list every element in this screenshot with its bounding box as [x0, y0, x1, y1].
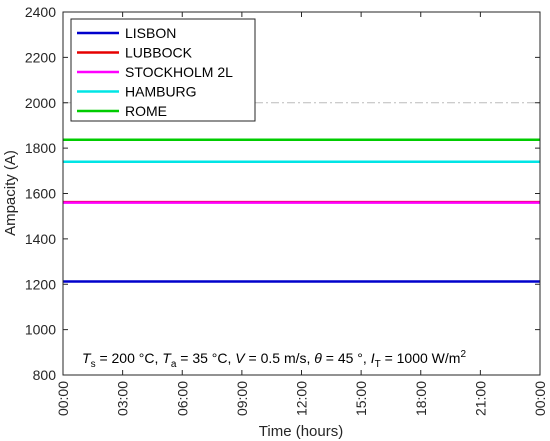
x-tick-label: 12:00 [294, 381, 310, 416]
legend-label: STOCKHOLM 2L [125, 64, 233, 80]
legend-label: LUBBOCK [125, 45, 193, 61]
y-tick-label: 1400 [25, 231, 56, 247]
x-tick-label: 21:00 [472, 381, 488, 416]
y-axis-ticks: 800 1000 1200 1400 1600 1800 2000 2200 2400 [25, 4, 540, 383]
y-tick-label: 2200 [25, 49, 56, 65]
legend-box [70, 18, 256, 122]
conditions-annotation: Ts = 200 °C, Ta = 35 °C, V = 0.5 m/s, θ … [82, 349, 466, 370]
x-tick-label: 00:00 [55, 381, 71, 416]
x-tick-label: 03:00 [115, 381, 131, 416]
y-tick-label: 800 [33, 367, 57, 383]
x-tick-label: 06:00 [174, 381, 190, 416]
x-tick-label: 15:00 [353, 381, 369, 416]
x-tick-label: 09:00 [234, 381, 250, 416]
y-tick-label: 1000 [25, 322, 56, 338]
y-axis-label: Ampacity (A) [2, 150, 19, 236]
x-tick-label: 18:00 [413, 381, 429, 416]
x-axis-ticks: 00:00 03:00 06:00 09:00 12:00 15:00 18:00 21:00… [55, 12, 548, 416]
y-tick-label: 1200 [25, 276, 56, 292]
series-layer [63, 138, 540, 283]
y-tick-label: 1600 [25, 186, 56, 202]
y-tick-label: 2000 [25, 95, 56, 111]
y-tick-label: 1800 [25, 140, 56, 156]
legend-label: LISBON [125, 25, 176, 41]
legend: LISBON LUBBOCK STOCKHOLM 2L HAMBURG ROME [70, 18, 256, 122]
x-tick-label: 00:00 [532, 381, 548, 416]
legend-label: ROME [125, 103, 167, 119]
y-tick-label: 2400 [25, 4, 56, 20]
x-axis-label: Time (hours) [259, 423, 343, 440]
legend-label: HAMBURG [125, 84, 197, 100]
